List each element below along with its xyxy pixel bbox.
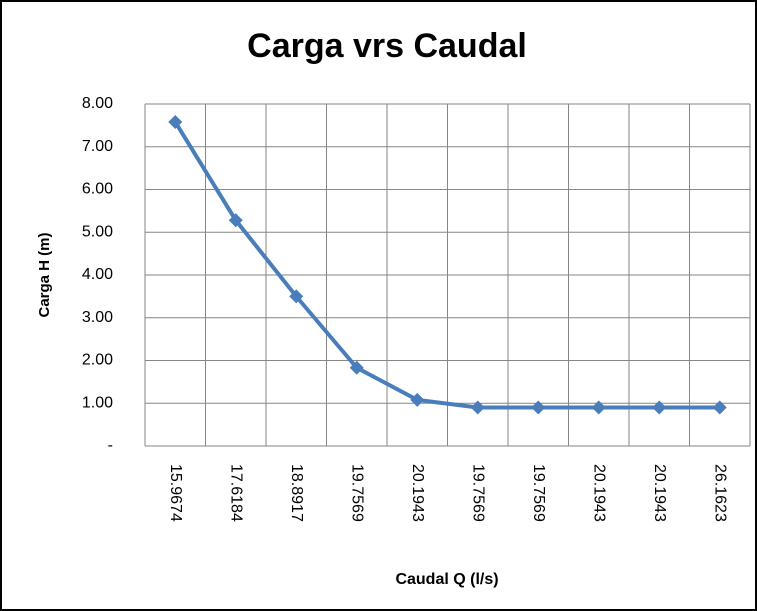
x-tick-label: 20.1943 bbox=[591, 464, 608, 522]
y-tick-label: 6.00 bbox=[82, 181, 113, 198]
marker bbox=[289, 289, 304, 304]
x-tick-label: 20.1943 bbox=[409, 464, 426, 522]
marker bbox=[349, 360, 364, 375]
marker bbox=[591, 400, 606, 415]
marker bbox=[168, 114, 183, 129]
marker bbox=[410, 392, 425, 407]
x-axis-label: Caudal Q (l/s) bbox=[395, 571, 498, 588]
x-tick-label: 19.7569 bbox=[530, 464, 547, 522]
x-tick-label: 15.9674 bbox=[167, 464, 184, 522]
marker bbox=[470, 400, 485, 415]
marker bbox=[228, 213, 243, 228]
marker bbox=[531, 400, 546, 415]
chart-title: Carga vrs Caudal bbox=[247, 27, 527, 65]
y-tick-label: 1.00 bbox=[82, 394, 113, 411]
x-tick-label: 19.7569 bbox=[349, 464, 366, 522]
y-tick-label: 3.00 bbox=[82, 309, 113, 326]
series-line bbox=[173, 120, 720, 410]
y-tick-label: 8.00 bbox=[82, 95, 113, 112]
y-tick-label: 7.00 bbox=[82, 138, 113, 155]
y-tick-label: - bbox=[108, 437, 113, 454]
x-tick-label: 18.8917 bbox=[288, 464, 305, 522]
x-tick-label: 17.6184 bbox=[228, 464, 245, 522]
y-tick-label: 5.00 bbox=[82, 223, 113, 240]
x-tick-label: 19.7569 bbox=[470, 464, 487, 522]
x-tick-label: 20.1943 bbox=[651, 464, 668, 522]
y-tick-label: 4.00 bbox=[82, 266, 113, 283]
marker bbox=[652, 400, 667, 415]
y-tick-label: 2.00 bbox=[82, 352, 113, 369]
marker bbox=[712, 400, 727, 415]
y-axis-label: Carga H (m) bbox=[36, 232, 53, 317]
x-tick-label: 26.1623 bbox=[712, 464, 729, 522]
